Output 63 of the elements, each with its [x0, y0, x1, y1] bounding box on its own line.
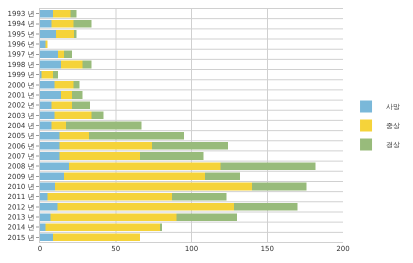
bar	[40, 122, 52, 130]
bar	[42, 70, 53, 78]
bar	[40, 203, 58, 211]
bar	[82, 60, 92, 68]
bar	[40, 80, 54, 89]
bar	[50, 213, 176, 221]
bar	[60, 132, 90, 140]
bar	[73, 80, 80, 89]
bar	[152, 142, 228, 150]
bar	[56, 30, 74, 38]
bar	[40, 10, 53, 18]
bar	[40, 30, 56, 38]
bar	[66, 122, 142, 130]
bar	[72, 101, 90, 109]
bar	[60, 152, 140, 160]
bar	[61, 91, 72, 99]
bar	[54, 112, 92, 120]
bar	[70, 10, 76, 18]
bar	[52, 70, 58, 78]
bar	[64, 50, 72, 58]
bar	[89, 132, 184, 140]
bar	[60, 142, 152, 150]
bar	[40, 152, 60, 160]
bar	[40, 91, 62, 99]
bar	[40, 172, 64, 180]
bar	[48, 192, 172, 201]
bar	[51, 101, 72, 109]
bar	[64, 172, 206, 180]
bar	[54, 80, 74, 89]
bar	[52, 10, 70, 18]
bar	[40, 50, 58, 58]
bar	[92, 112, 104, 120]
bar	[51, 20, 74, 28]
bar	[58, 50, 64, 58]
bar	[51, 122, 66, 130]
bar	[176, 213, 237, 221]
bar	[68, 162, 220, 170]
bar	[40, 20, 52, 28]
bar	[40, 223, 46, 232]
bar	[40, 213, 51, 221]
bar	[40, 112, 54, 120]
bar	[234, 203, 298, 211]
bar	[40, 234, 53, 242]
bar	[252, 182, 307, 190]
bar	[57, 203, 234, 211]
bar	[73, 20, 92, 28]
bar	[40, 40, 46, 48]
bar	[40, 132, 60, 140]
bar	[40, 60, 62, 68]
bar	[40, 182, 56, 190]
bar	[40, 142, 60, 150]
bar	[55, 182, 252, 190]
bar	[140, 152, 204, 160]
bar	[172, 192, 226, 201]
bar	[220, 162, 316, 170]
bar	[61, 60, 82, 68]
bar	[40, 162, 69, 170]
bar	[72, 91, 82, 99]
bar	[52, 234, 140, 242]
bar	[45, 223, 160, 232]
bar	[40, 101, 52, 109]
bar	[205, 172, 240, 180]
bar	[40, 192, 48, 201]
